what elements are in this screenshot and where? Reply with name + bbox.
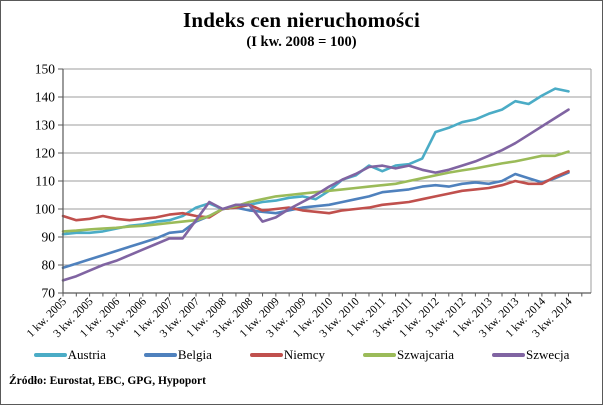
- legend-label-szwajcaria: Szwajcaria: [397, 347, 455, 362]
- legend-swatch-szwecja: [492, 353, 526, 357]
- legend-label-niemcy: Niemcy: [283, 347, 326, 362]
- y-axis-label: 100: [35, 202, 56, 217]
- y-axis-label: 90: [42, 230, 56, 245]
- source-note: Źródło: Eurostat, EBC, GPG, Hypoport: [9, 375, 206, 387]
- chart-title: Indeks cen nieruchomości: [183, 8, 420, 32]
- chart-subtitle: (I kw. 2008 = 100): [246, 34, 357, 51]
- legend-item-szwecja: Szwecja: [492, 347, 569, 363]
- legend-label-belgia: Belgia: [177, 347, 212, 362]
- series-line-austria: [61, 87, 570, 236]
- y-axis-label: 140: [35, 90, 56, 105]
- legend-label-szwecja: Szwecja: [526, 347, 570, 362]
- legend-swatch-niemcy: [249, 353, 283, 357]
- legend: Austria Belgia Niemcy Szwajcaria Szwecja: [1, 347, 602, 363]
- title-block: Indeks cen nieruchomości (I kw. 2008 = 1…: [1, 8, 602, 51]
- legend-swatch-szwajcaria: [363, 353, 397, 357]
- legend-item-belgia: Belgia: [143, 347, 212, 363]
- series-line-belgia: [61, 171, 570, 270]
- series-line-niemcy: [61, 169, 570, 222]
- y-axis-label: 120: [35, 146, 56, 161]
- legend-item-szwajcaria: Szwajcaria: [363, 347, 454, 363]
- legend-label-austria: Austria: [67, 347, 106, 362]
- legend-item-austria: Austria: [33, 347, 106, 363]
- series-line-szwajcaria: [61, 150, 570, 233]
- y-axis-label: 80: [42, 258, 56, 273]
- legend-item-niemcy: Niemcy: [249, 347, 326, 363]
- y-axis-label: 70: [42, 286, 56, 301]
- y-axis-label: 130: [35, 118, 56, 133]
- y-axis-label: 150: [35, 62, 56, 77]
- series-line-szwecja: [61, 108, 570, 282]
- legend-swatch-austria: [33, 353, 67, 357]
- legend-swatch-belgia: [143, 353, 177, 357]
- y-axis-label: 110: [35, 174, 55, 189]
